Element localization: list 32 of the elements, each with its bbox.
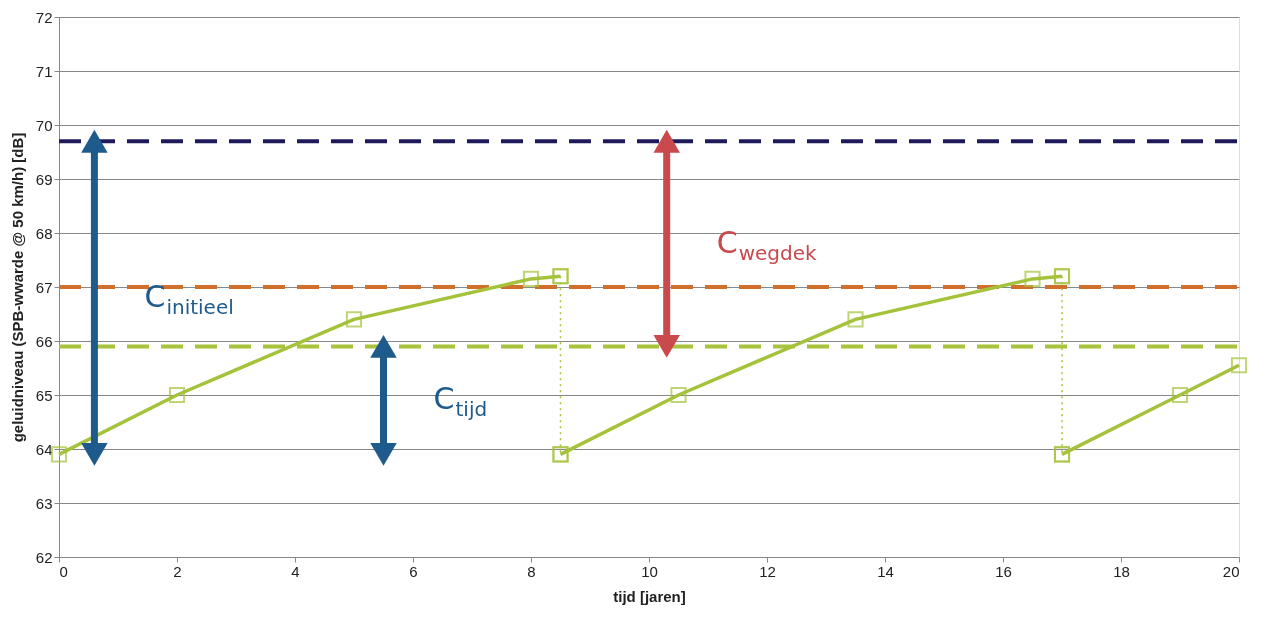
x-tick-label: 2	[173, 562, 182, 580]
x-tick-label: 18	[1113, 562, 1130, 580]
y-tick-label: 63	[35, 494, 53, 512]
x-tick-label: 4	[291, 562, 300, 580]
point	[345, 311, 363, 328]
y-tick-label: 68	[35, 224, 53, 242]
x-tick-label: 16	[995, 562, 1012, 580]
x-tick-label: 10	[641, 562, 658, 580]
x-tick-label: 20	[1222, 562, 1240, 580]
point	[1230, 357, 1248, 374]
y-tick-label: 72	[35, 8, 53, 26]
y-tick-label: 62	[35, 548, 53, 566]
x-tick-label: 12	[759, 562, 776, 580]
x-tick-label: 8	[527, 562, 536, 580]
x-tick-label: 0	[59, 562, 68, 580]
y-tick-label: 67	[35, 278, 53, 296]
point	[847, 311, 864, 328]
y-tick-label: 64	[35, 440, 53, 458]
point	[1024, 270, 1041, 287]
x-tick-label: 6	[409, 562, 418, 580]
point	[168, 386, 186, 404]
y-axis-title: geluidniveau (SPB-wwarde @ 50 km/h) [dB]	[8, 132, 26, 443]
y-tick-label: 69	[35, 170, 53, 188]
y-tick-label: 66	[35, 332, 53, 350]
y-tick-label: 70	[35, 116, 53, 134]
point	[522, 270, 540, 287]
y-tick-label: 71	[35, 62, 53, 80]
x-axis-title: tijd [jaren]	[613, 587, 686, 605]
point	[670, 386, 687, 404]
y-tick-label: 65	[35, 386, 53, 404]
point	[1171, 386, 1189, 404]
x-tick-label: 14	[877, 562, 894, 580]
